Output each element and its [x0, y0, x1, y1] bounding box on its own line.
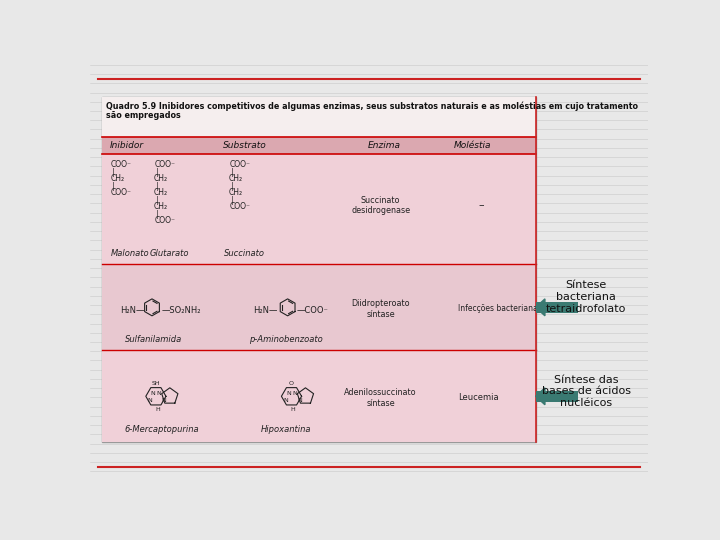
Text: Síntese
bacteriana
tetraidrofolato: Síntese bacteriana tetraidrofolato	[546, 280, 626, 314]
Text: Glutarato: Glutarato	[150, 249, 189, 258]
Text: Enzima: Enzima	[368, 141, 401, 150]
Text: são empregados: são empregados	[106, 111, 180, 120]
Text: Quadro 5.9 Inibidores competitivos de algumas enzimas, seus substratos naturais : Quadro 5.9 Inibidores competitivos de al…	[106, 102, 637, 111]
Bar	[536, 391, 578, 402]
Text: H₂N—: H₂N—	[253, 306, 278, 315]
Text: Sulfanilamida: Sulfanilamida	[125, 335, 182, 345]
Polygon shape	[536, 388, 545, 405]
Text: Hipoxantina: Hipoxantina	[261, 426, 311, 434]
Text: Adenilossuccinato
síntase: Adenilossuccinato síntase	[344, 388, 417, 408]
Text: COO⁻: COO⁻	[230, 160, 251, 169]
Text: |: |	[156, 182, 158, 191]
Bar	[102, 137, 536, 154]
Text: CH₂: CH₂	[153, 202, 168, 211]
Text: Moléstia: Moléstia	[454, 141, 491, 150]
Text: COO⁻: COO⁻	[154, 215, 176, 225]
Text: Substrato: Substrato	[223, 141, 267, 150]
Bar	[102, 264, 536, 350]
Text: |: |	[231, 195, 234, 205]
Bar	[536, 302, 578, 313]
Text: H: H	[155, 407, 160, 412]
Text: N: N	[148, 399, 152, 403]
Text: N: N	[161, 399, 166, 403]
Text: N: N	[286, 391, 291, 396]
Text: N: N	[297, 399, 302, 403]
Text: |: |	[156, 195, 158, 205]
Text: Infecções bacterianas: Infecções bacterianas	[458, 305, 542, 313]
Text: Succinato
desidrogenase: Succinato desidrogenase	[351, 195, 410, 215]
Text: 6-Mercaptopurina: 6-Mercaptopurina	[125, 426, 199, 434]
Text: N: N	[292, 391, 297, 396]
Text: COO⁻: COO⁻	[111, 188, 132, 197]
Text: |: |	[112, 168, 115, 177]
Bar	[102, 97, 536, 137]
Text: CH₂: CH₂	[153, 188, 168, 197]
Text: CH₂: CH₂	[229, 188, 243, 197]
Bar	[102, 350, 536, 442]
Polygon shape	[536, 299, 545, 316]
Text: Inibidor: Inibidor	[109, 141, 143, 150]
Text: H₂N—: H₂N—	[120, 306, 145, 315]
Text: O: O	[289, 381, 294, 386]
Text: |: |	[231, 182, 234, 191]
Text: Diidropteroato
síntase: Diidropteroato síntase	[351, 299, 410, 319]
Bar	[102, 97, 536, 442]
Bar	[102, 154, 536, 264]
Text: N: N	[283, 399, 288, 403]
Text: |: |	[231, 168, 234, 177]
Text: H: H	[291, 407, 295, 412]
Text: —SO₂NH₂: —SO₂NH₂	[161, 306, 201, 315]
Text: CH₂: CH₂	[110, 174, 125, 183]
Text: |: |	[156, 168, 158, 177]
Text: COO⁻: COO⁻	[111, 160, 132, 169]
Text: Síntese das
bases de ácidos
nucléicos: Síntese das bases de ácidos nucléicos	[541, 375, 631, 408]
Text: p-Aminobenzoato: p-Aminobenzoato	[249, 335, 323, 345]
Text: Malonato: Malonato	[111, 249, 150, 258]
Text: |: |	[156, 210, 158, 219]
Text: N: N	[150, 391, 155, 396]
Text: N: N	[157, 391, 161, 396]
Text: COO⁻: COO⁻	[230, 202, 251, 211]
Text: CH₂: CH₂	[153, 174, 168, 183]
Text: |: |	[112, 182, 115, 191]
Text: –: –	[479, 200, 484, 210]
Text: SH: SH	[152, 381, 160, 386]
Text: Succinato: Succinato	[224, 249, 265, 258]
Text: Leucemia: Leucemia	[458, 393, 499, 402]
Text: COO⁻: COO⁻	[154, 160, 176, 169]
Text: —COO⁻: —COO⁻	[297, 306, 329, 315]
Text: CH₂: CH₂	[229, 174, 243, 183]
